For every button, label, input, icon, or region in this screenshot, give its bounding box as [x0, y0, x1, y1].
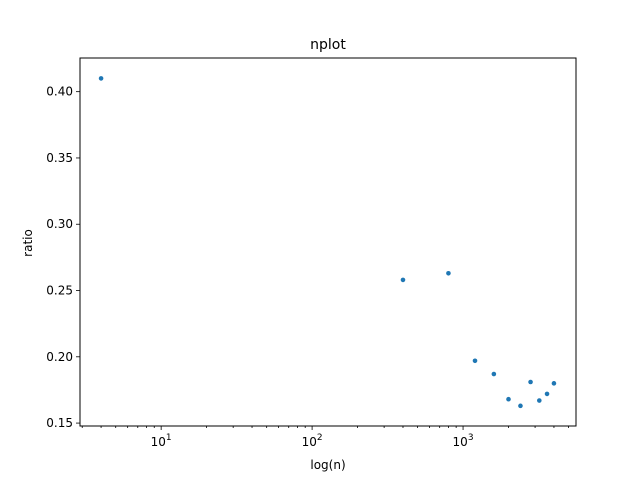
- x-axis-ticks: 101 102 103: [81, 426, 569, 449]
- data-point: [537, 398, 542, 403]
- plot-area: [98, 76, 557, 409]
- x-tick-label: 102: [302, 433, 323, 449]
- x-tick-label: 101: [151, 433, 172, 449]
- y-axis-label: ratio: [21, 229, 35, 257]
- x-tick-label: 103: [453, 433, 474, 449]
- data-point: [518, 403, 523, 409]
- y-tick-label: 0.35: [46, 151, 73, 165]
- y-tick-label: 0.40: [46, 85, 73, 99]
- data-point: [400, 277, 406, 283]
- y-tick-label: 0.15: [46, 416, 73, 430]
- data-point: [551, 381, 557, 386]
- data-point: [472, 358, 478, 364]
- data-point: [98, 76, 104, 81]
- data-point: [446, 270, 451, 276]
- x-axis-label: log(n): [310, 458, 345, 472]
- axes-frame: [79, 57, 577, 427]
- y-tick-label: 0.30: [46, 217, 73, 231]
- y-axis-ticks: 0.15 0.20 0.25 0.30 0.35 0.40: [46, 85, 80, 430]
- data-point: [506, 396, 511, 402]
- data-point: [491, 371, 497, 377]
- y-tick-label: 0.20: [46, 350, 73, 364]
- data-point: [544, 391, 550, 397]
- data-point: [528, 379, 533, 385]
- y-tick-label: 0.25: [46, 284, 73, 298]
- chart-title: nplot: [310, 37, 346, 53]
